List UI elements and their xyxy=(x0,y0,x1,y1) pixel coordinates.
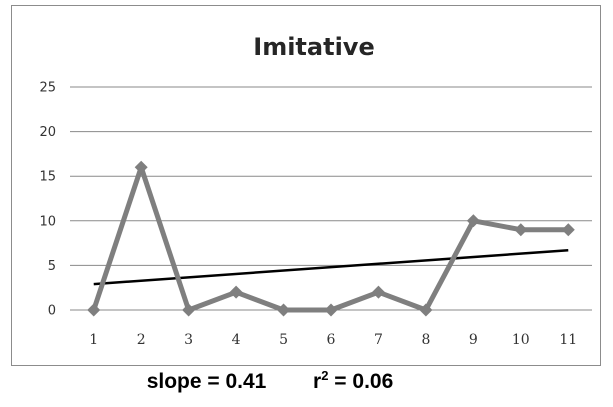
x-tick-label-1: 1 xyxy=(89,332,98,348)
chart-title: Imitative xyxy=(253,33,374,61)
regression-caption: slope = 0.41 r2 = 0.06 xyxy=(0,368,540,394)
x-tick-label-10: 10 xyxy=(512,332,530,348)
x-tick-label-5: 5 xyxy=(279,332,288,348)
r-value: = 0.06 xyxy=(328,370,394,393)
data-point-2 xyxy=(134,160,148,174)
r-label: r xyxy=(313,370,322,393)
data-point-4 xyxy=(229,285,243,299)
series-line-0 xyxy=(91,164,571,313)
y-tick-label-15: 15 xyxy=(39,170,56,185)
data-point-1 xyxy=(87,303,101,317)
data-point-6 xyxy=(324,303,338,317)
y-tick-label-25: 25 xyxy=(39,81,56,96)
trendline xyxy=(93,248,569,286)
y-tick-label-10: 10 xyxy=(39,214,56,229)
y-tick-label-20: 20 xyxy=(39,125,56,140)
x-tick-label-4: 4 xyxy=(232,332,241,348)
x-tick-label-2: 2 xyxy=(137,332,146,348)
x-tick-label-3: 3 xyxy=(184,332,193,348)
x-tick-label-9: 9 xyxy=(469,332,478,348)
r-exponent: 2 xyxy=(321,368,329,383)
x-tick-label-6: 6 xyxy=(327,332,336,348)
x-tick-label-11: 11 xyxy=(559,332,577,348)
chart-frame: Imitative 0 5 10 15 20 25 1 2 3 4 5 6 7 8 9 10 11 xyxy=(11,5,601,366)
data-point-5 xyxy=(277,303,291,317)
line-chart: Imitative 0 5 10 15 20 25 1 2 3 4 5 6 7 8 9 10 11 xyxy=(39,33,592,348)
data-point-10 xyxy=(514,223,528,237)
x-tick-label-7: 7 xyxy=(374,332,383,348)
data-point-11 xyxy=(561,223,575,237)
x-tick-label-8: 8 xyxy=(421,332,430,348)
slope-text: slope = 0.41 xyxy=(146,370,267,393)
data-point-8 xyxy=(419,303,433,317)
y-tick-label-5: 5 xyxy=(48,259,56,274)
data-point-9 xyxy=(466,214,480,228)
data-point-3 xyxy=(182,303,196,317)
data-point-7 xyxy=(371,285,385,299)
y-tick-label-0: 0 xyxy=(48,304,56,319)
